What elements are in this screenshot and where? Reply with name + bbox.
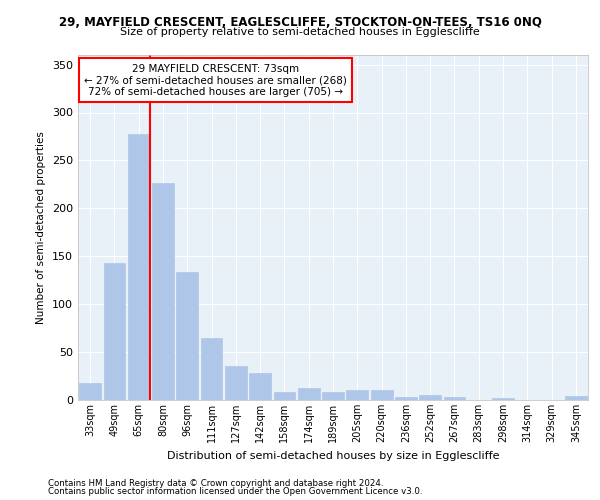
Bar: [565, 396, 587, 400]
Bar: [104, 263, 125, 400]
Text: 29, MAYFIELD CRESCENT, EAGLESCLIFFE, STOCKTON-ON-TEES, TS16 0NQ: 29, MAYFIELD CRESCENT, EAGLESCLIFFE, STO…: [59, 16, 541, 29]
Text: Size of property relative to semi-detached houses in Egglescliffe: Size of property relative to semi-detach…: [120, 27, 480, 37]
Bar: [395, 397, 417, 400]
Text: Contains public sector information licensed under the Open Government Licence v3: Contains public sector information licen…: [48, 487, 422, 496]
Bar: [274, 392, 295, 400]
Text: Contains HM Land Registry data © Crown copyright and database right 2024.: Contains HM Land Registry data © Crown c…: [48, 478, 383, 488]
Bar: [79, 383, 101, 400]
Bar: [322, 392, 344, 400]
Bar: [152, 184, 174, 400]
Bar: [492, 398, 514, 400]
Bar: [200, 338, 223, 400]
Bar: [249, 373, 271, 400]
Y-axis label: Number of semi-detached properties: Number of semi-detached properties: [37, 131, 46, 324]
Bar: [371, 390, 392, 400]
Bar: [443, 397, 466, 400]
Bar: [225, 366, 247, 400]
Bar: [176, 272, 198, 400]
Bar: [346, 390, 368, 400]
Bar: [128, 134, 149, 400]
X-axis label: Distribution of semi-detached houses by size in Egglescliffe: Distribution of semi-detached houses by …: [167, 450, 499, 460]
Text: 29 MAYFIELD CRESCENT: 73sqm
← 27% of semi-detached houses are smaller (268)
72% : 29 MAYFIELD CRESCENT: 73sqm ← 27% of sem…: [84, 64, 347, 97]
Bar: [298, 388, 320, 400]
Bar: [419, 395, 441, 400]
